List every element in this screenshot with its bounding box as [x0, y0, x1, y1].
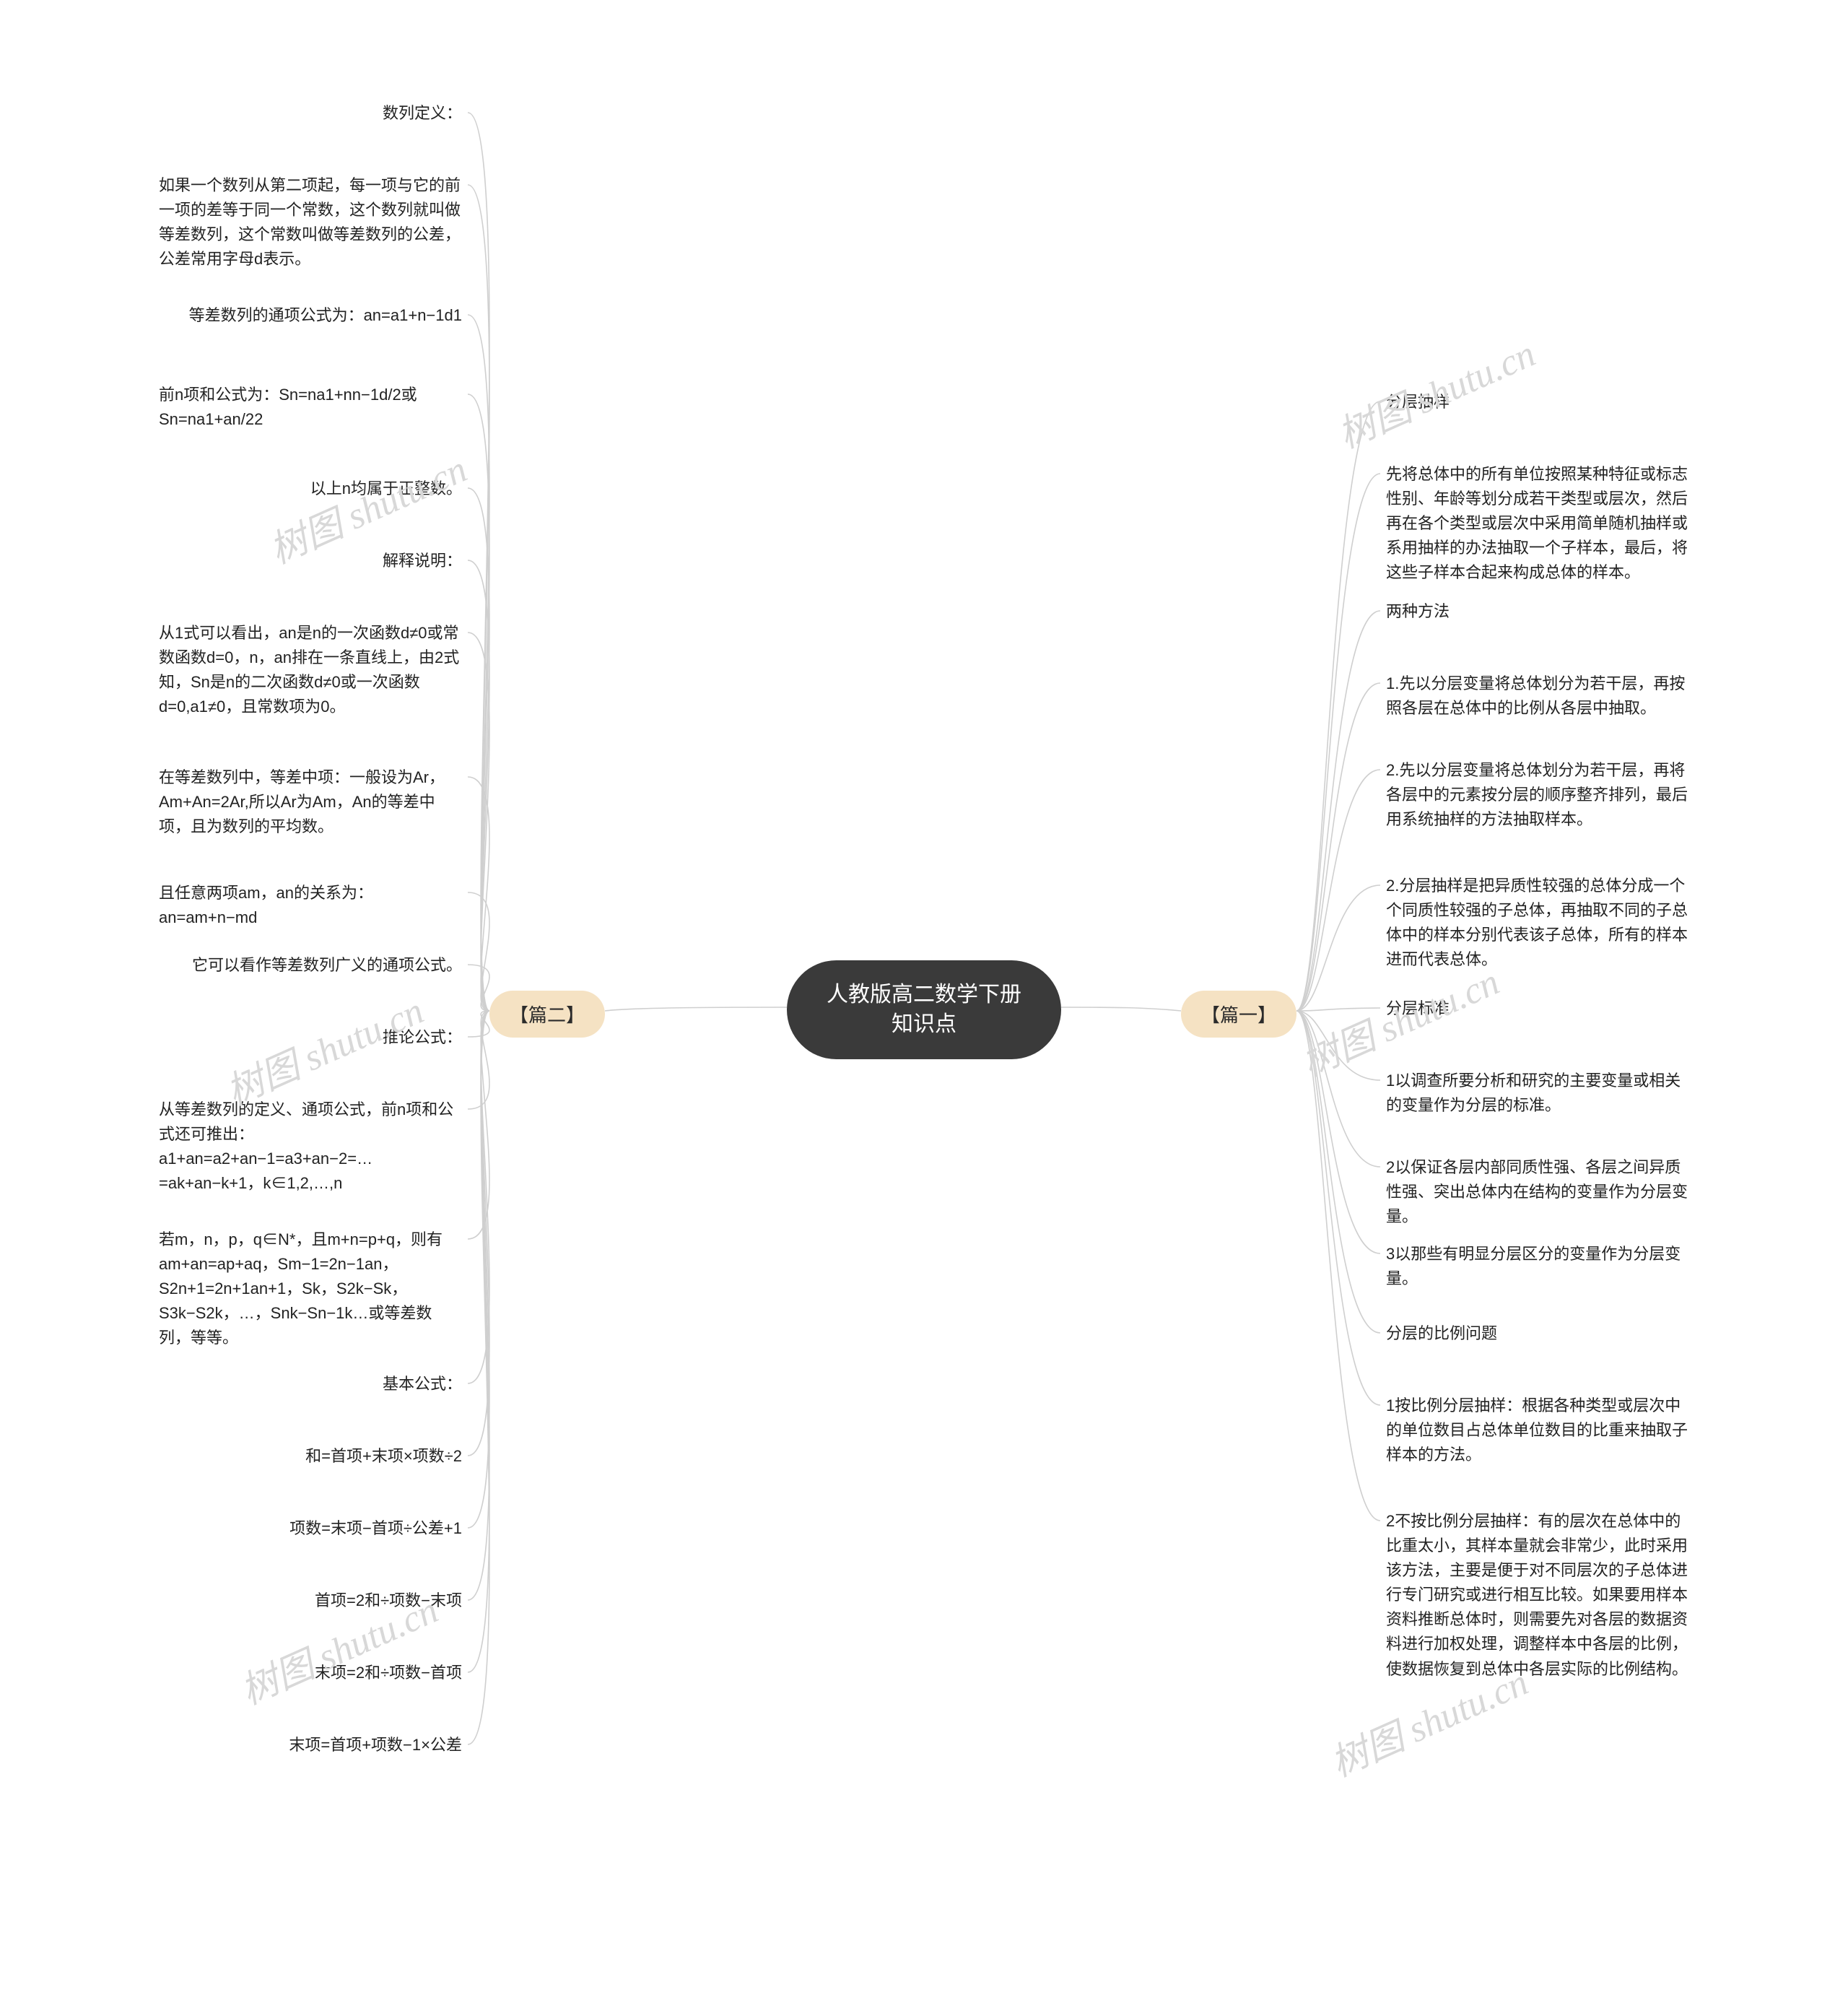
leaf-right-4[interactable]: 2.先以分层变量将总体划分为若干层，再将各层中的元素按分层的顺序整齐排列，最后用… [1386, 758, 1689, 832]
leaf-left-2[interactable]: 等差数列的通项公式为：an=a1+n−1d1 [189, 303, 462, 328]
branch-node-b2[interactable]: 【篇二】 [489, 991, 605, 1038]
leaf-left-0[interactable]: 数列定义： [383, 101, 462, 126]
leaf-left-4[interactable]: 以上n均属于正整数。 [310, 477, 462, 501]
leaf-left-16[interactable]: 首项=2和÷项数−末项 [315, 1588, 462, 1613]
leaf-left-7[interactable]: 在等差数列中，等差中项：一般设为Ar，Am+An=2Ar,所以Ar为Am，An的… [159, 765, 462, 839]
leaf-left-9[interactable]: 它可以看作等差数列广义的通项公式。 [192, 953, 462, 978]
leaf-left-18[interactable]: 末项=首项+项数−1×公差 [289, 1733, 462, 1757]
leaf-right-0[interactable]: 分层抽样 [1386, 390, 1450, 414]
leaf-left-5[interactable]: 解释说明： [383, 549, 462, 573]
leaf-right-10[interactable]: 分层的比例问题 [1386, 1321, 1497, 1346]
leaf-left-8[interactable]: 且任意两项am，an的关系为：an=am+n−md [159, 881, 462, 930]
leaf-left-15[interactable]: 项数=末项−首项÷公差+1 [289, 1516, 462, 1541]
leaf-right-8[interactable]: 2以保证各层内部同质性强、各层之间异质性强、突出总体内在结构的变量作为分层变量。 [1386, 1155, 1689, 1229]
leaf-left-1[interactable]: 如果一个数列从第二项起，每一项与它的前一项的差等于同一个常数，这个数列就叫做等差… [159, 173, 462, 271]
leaf-right-12[interactable]: 2不按比例分层抽样：有的层次在总体中的比重太小，其样本量就会非常少，此时采用该方… [1386, 1509, 1689, 1682]
leaf-right-6[interactable]: 分层标准 [1386, 996, 1450, 1021]
leaf-right-3[interactable]: 1.先以分层变量将总体划分为若干层，再按照各层在总体中的比例从各层中抽取。 [1386, 671, 1689, 721]
leaf-left-10[interactable]: 推论公式： [383, 1025, 462, 1050]
leaf-left-3[interactable]: 前n项和公式为：Sn=na1+nn−1d/2或Sn=na1+an/22 [159, 383, 462, 432]
mindmap-canvas: 人教版高二数学下册知识点 【篇一】 【篇二】 分层抽样先将总体中的所有单位按照某种… [0, 0, 1848, 1995]
branch-node-b1[interactable]: 【篇一】 [1181, 991, 1296, 1038]
leaf-right-7[interactable]: 1以调查所要分析和研究的主要变量或相关的变量作为分层的标准。 [1386, 1069, 1689, 1118]
leaf-right-1[interactable]: 先将总体中的所有单位按照某种特征或标志性别、年龄等划分成若干类型或层次，然后再在… [1386, 462, 1689, 585]
leaf-left-14[interactable]: 和=首项+末项×项数÷2 [305, 1444, 462, 1469]
leaf-right-2[interactable]: 两种方法 [1386, 599, 1450, 624]
center-node[interactable]: 人教版高二数学下册知识点 [787, 960, 1061, 1059]
leaf-left-17[interactable]: 末项=2和÷项数−首项 [315, 1661, 462, 1685]
leaf-left-11[interactable]: 从等差数列的定义、通项公式，前n项和公式还可推出：a1+an=a2+an−1=a… [159, 1098, 462, 1196]
leaf-right-9[interactable]: 3以那些有明显分层区分的变量作为分层变量。 [1386, 1242, 1689, 1291]
leaf-right-11[interactable]: 1按比例分层抽样：根据各种类型或层次中的单位数目占总体单位数目的比重来抽取子样本… [1386, 1394, 1689, 1467]
leaf-left-12[interactable]: 若m，n，p，q∈N*，且m+n=p+q，则有am+an=ap+aq，Sm−1=… [159, 1227, 462, 1350]
leaf-right-5[interactable]: 2.分层抽样是把异质性较强的总体分成一个个同质性较强的子总体，再抽取不同的子总体… [1386, 874, 1689, 972]
leaf-left-6[interactable]: 从1式可以看出，an是n的一次函数d≠0或常数函数d=0，n，an排在一条直线上… [159, 621, 462, 719]
leaf-left-13[interactable]: 基本公式： [383, 1372, 462, 1396]
